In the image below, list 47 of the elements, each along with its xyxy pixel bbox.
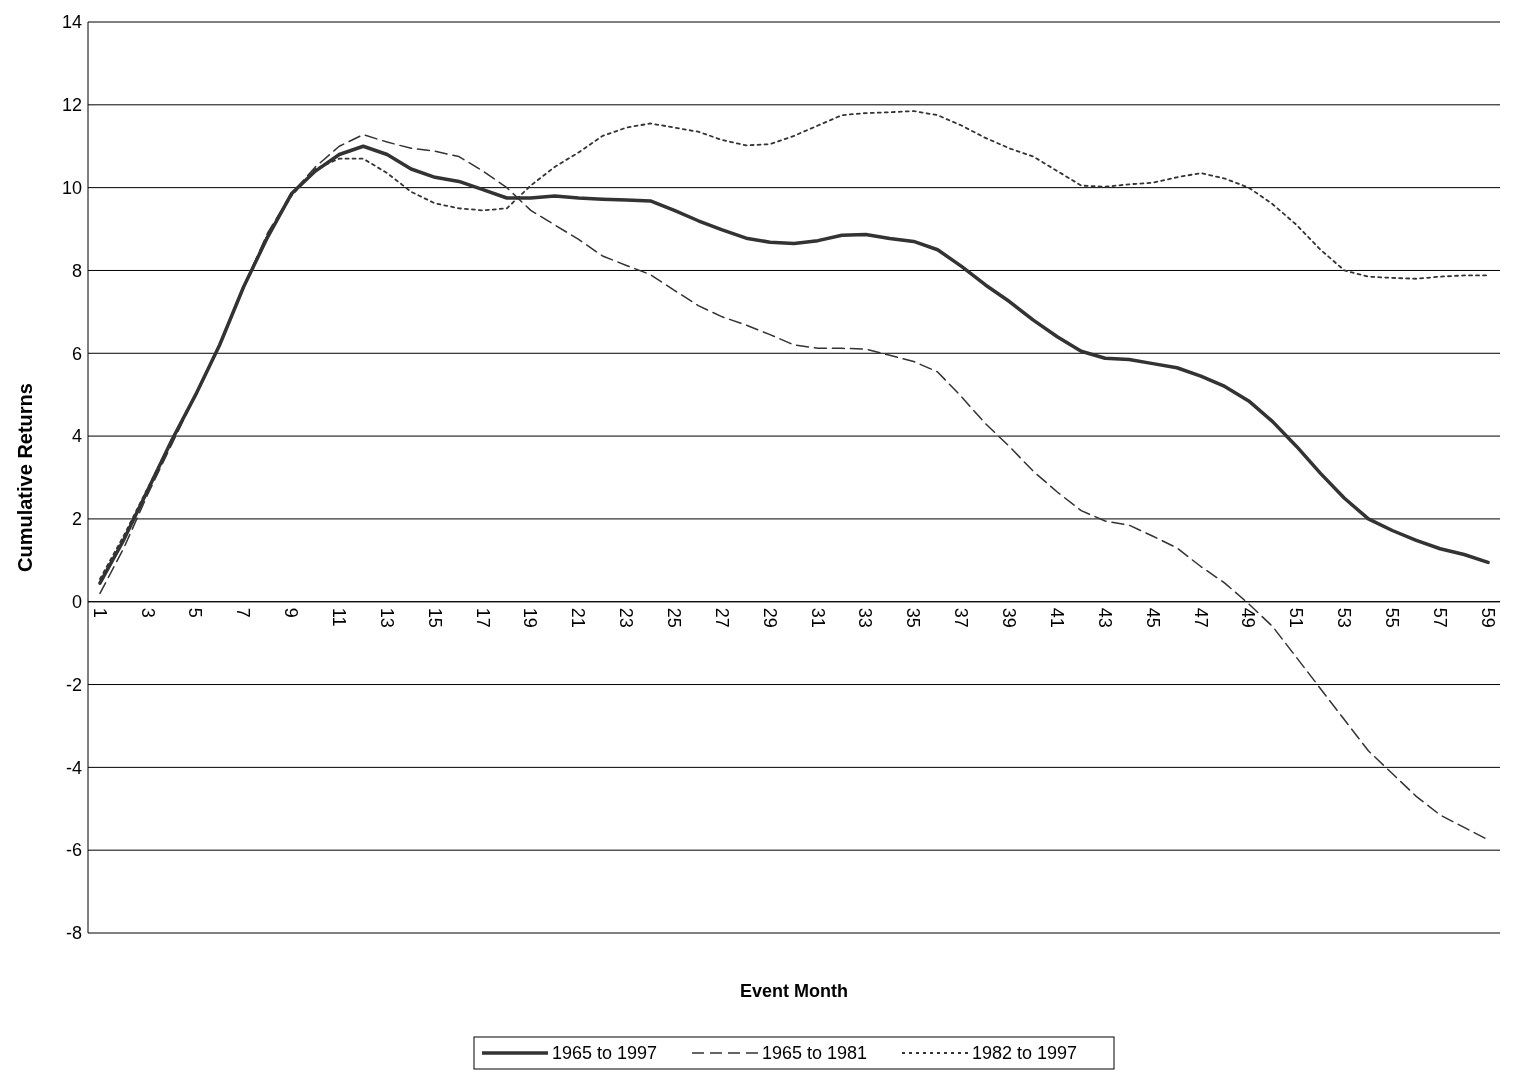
x-tick-label: 33 — [855, 607, 876, 628]
x-tick-label: 19 — [520, 607, 541, 628]
x-tick-label: 57 — [1429, 607, 1450, 628]
x-tick-label: 13 — [376, 607, 397, 628]
y-tick-label: 0 — [71, 592, 82, 613]
x-tick-label: 59 — [1477, 607, 1498, 628]
x-tick-label: 51 — [1286, 607, 1307, 628]
x-tick-label: 9 — [281, 607, 302, 618]
x-tick-label: 1 — [89, 607, 110, 618]
x-tick-label: 3 — [137, 607, 158, 618]
legend-label: 1982 to 1997 — [972, 1043, 1078, 1064]
y-tick-label: -6 — [65, 840, 82, 861]
y-tick-label: 2 — [71, 509, 82, 530]
x-tick-label: 15 — [424, 607, 445, 628]
y-tick-label: 8 — [71, 260, 82, 281]
x-tick-label: 7 — [233, 607, 254, 618]
x-tick-label: 47 — [1190, 607, 1211, 628]
x-tick-label: 11 — [328, 607, 349, 627]
y-tick-label: 12 — [61, 95, 82, 116]
x-tick-label: 31 — [807, 607, 828, 628]
x-tick-label: 29 — [759, 607, 780, 628]
x-tick-label: 17 — [472, 607, 493, 628]
y-axis-title: Cumulative Returns — [14, 383, 36, 572]
x-tick-label: 23 — [616, 607, 637, 628]
x-tick-label: 55 — [1382, 607, 1403, 628]
y-tick-label: 4 — [71, 426, 82, 447]
y-tick-label: -2 — [65, 674, 82, 695]
y-tick-label: 6 — [71, 343, 82, 364]
y-tick-label: -4 — [65, 757, 82, 778]
y-tick-label: 10 — [61, 177, 82, 198]
x-tick-label: 35 — [903, 607, 924, 628]
x-tick-label: 27 — [711, 607, 732, 628]
x-tick-label: 37 — [951, 607, 972, 628]
x-tick-label: 43 — [1094, 607, 1115, 628]
x-tick-label: 21 — [568, 607, 589, 628]
legend-label: 1965 to 1981 — [762, 1043, 868, 1064]
y-tick-label: -8 — [65, 923, 82, 944]
legend-label: 1965 to 1997 — [552, 1043, 658, 1064]
x-tick-label: 53 — [1334, 607, 1355, 628]
x-tick-label: 45 — [1142, 607, 1163, 628]
x-tick-label: 49 — [1238, 607, 1259, 628]
x-tick-label: 41 — [1046, 607, 1067, 628]
y-tick-label: 14 — [61, 12, 82, 33]
x-tick-label: 25 — [664, 607, 685, 628]
x-tick-label: 5 — [185, 607, 206, 618]
x-tick-label: 39 — [999, 607, 1020, 628]
x-axis-title: Event Month — [740, 981, 848, 1001]
